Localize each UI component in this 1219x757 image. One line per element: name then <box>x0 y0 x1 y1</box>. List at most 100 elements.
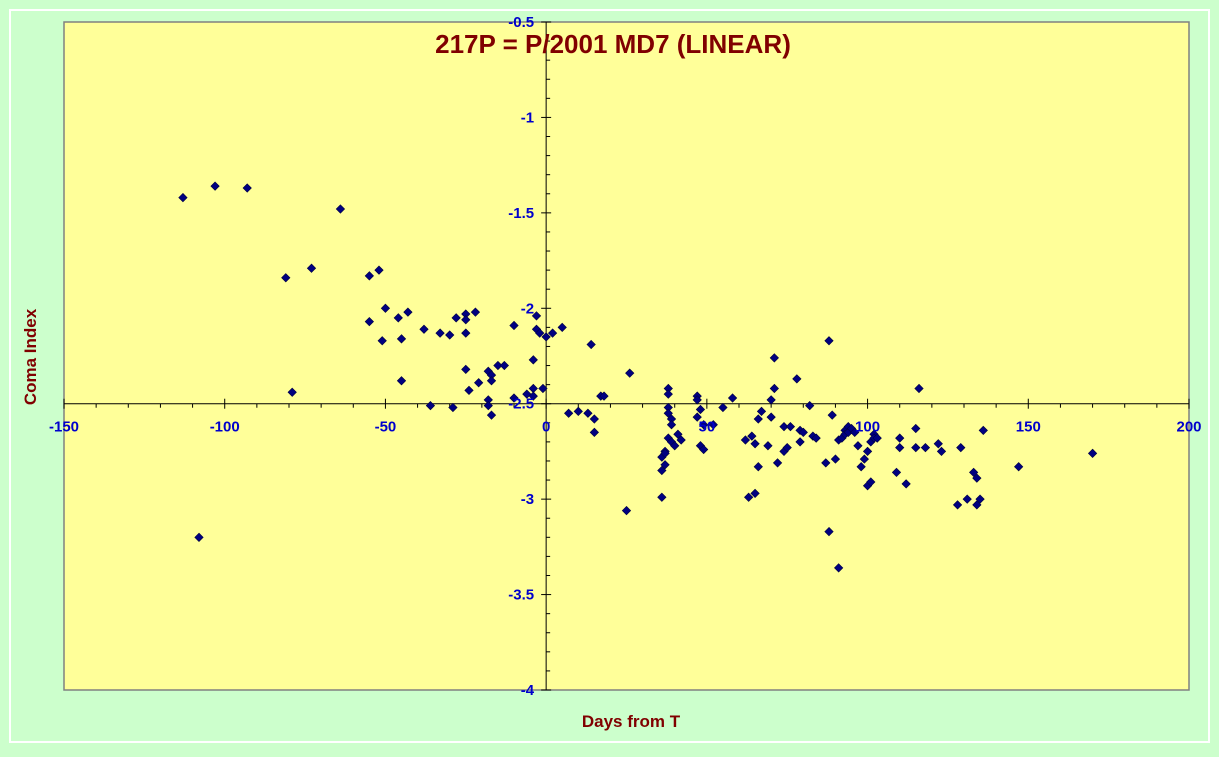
data-point <box>509 393 519 403</box>
x-tick-label: -50 <box>375 419 397 436</box>
data-point <box>795 437 805 447</box>
x-tick-label: -100 <box>210 419 240 436</box>
data-point <box>827 410 837 420</box>
data-point <box>583 408 593 418</box>
tick-labels-group: -150 -100 -50 0 50 100 150 200 -0.5 -1 -1.5 -2 -2.5 -… <box>49 14 1202 699</box>
data-point <box>377 336 387 346</box>
data-point <box>448 402 458 413</box>
data-point <box>464 385 474 395</box>
data-point <box>811 433 821 443</box>
data-point <box>586 339 596 350</box>
data-point <box>699 420 709 430</box>
data-point <box>895 442 905 453</box>
data-point <box>547 328 558 338</box>
data-point <box>708 420 718 430</box>
y-tick-label: -4 <box>521 682 535 699</box>
data-point <box>895 433 905 443</box>
data-point <box>660 448 670 458</box>
y-tick-label: -3 <box>521 491 534 508</box>
data-point <box>699 444 709 455</box>
data-point <box>805 400 815 411</box>
data-point <box>769 383 779 394</box>
data-point <box>364 317 374 327</box>
x-tick-label: 100 <box>855 419 880 436</box>
data-point <box>853 441 863 451</box>
data-point <box>750 488 760 499</box>
data-point <box>287 387 297 397</box>
x-tick-label: 150 <box>1016 419 1041 436</box>
data-point <box>769 353 779 363</box>
data-point <box>178 192 188 203</box>
data-point <box>425 400 436 411</box>
data-point <box>785 421 796 432</box>
data-point <box>335 204 346 214</box>
data-point <box>891 467 902 478</box>
data-point <box>920 442 931 453</box>
data-point <box>936 446 947 457</box>
data-point <box>451 313 461 323</box>
data-point <box>763 441 773 451</box>
data-point <box>1014 462 1024 472</box>
data-point <box>281 273 291 283</box>
data-point <box>766 395 776 405</box>
data-point <box>486 410 497 420</box>
data-point <box>403 307 413 317</box>
data-point <box>657 492 667 502</box>
data-point <box>599 391 609 401</box>
data-point <box>972 500 982 510</box>
data-point <box>911 423 921 434</box>
data-point <box>1087 448 1098 458</box>
y-tick-label: -2 <box>521 300 534 317</box>
data-point <box>740 435 751 445</box>
data-point <box>663 408 673 418</box>
data-point <box>210 181 220 191</box>
data-point <box>782 442 792 453</box>
data-point <box>589 414 599 424</box>
data-point <box>625 368 635 378</box>
data-point <box>461 328 471 338</box>
data-point <box>747 431 757 441</box>
data-point <box>557 322 567 332</box>
data-point <box>621 505 632 516</box>
data-point <box>969 467 979 478</box>
data-point <box>750 439 760 449</box>
data-point <box>718 402 728 413</box>
x-tick-label: 0 <box>542 419 550 436</box>
data-point <box>538 383 548 394</box>
data-point <box>972 473 982 483</box>
data-point <box>859 454 869 464</box>
data-point <box>435 328 445 338</box>
data-point <box>850 427 860 437</box>
y-tick-label: -1.5 <box>508 205 534 222</box>
data-point <box>962 494 972 504</box>
data-point <box>798 427 808 437</box>
data-point <box>531 311 542 321</box>
data-point <box>756 406 767 416</box>
data-point <box>779 421 789 432</box>
data-point <box>956 442 966 453</box>
data-points-group <box>178 181 1098 573</box>
y-tick-label: -3.5 <box>508 587 534 604</box>
data-point <box>834 563 844 573</box>
data-point <box>380 303 391 313</box>
data-point <box>364 271 374 281</box>
data-point <box>866 477 876 487</box>
x-tick-label: 50 <box>699 419 716 436</box>
data-point <box>952 500 963 510</box>
data-point <box>535 328 545 338</box>
data-point <box>419 324 429 334</box>
chart-title: 217P = P/2001 MD7 (LINEAR) <box>435 29 791 59</box>
plot-area <box>63 21 1190 691</box>
data-point <box>461 315 471 325</box>
data-point <box>194 532 204 542</box>
data-point <box>306 263 317 273</box>
data-point <box>824 336 834 346</box>
y-tick-label: -1 <box>521 109 534 126</box>
data-point <box>589 427 599 437</box>
data-point <box>445 330 455 340</box>
data-point <box>772 458 783 468</box>
data-point <box>673 429 683 439</box>
data-point <box>474 378 484 388</box>
